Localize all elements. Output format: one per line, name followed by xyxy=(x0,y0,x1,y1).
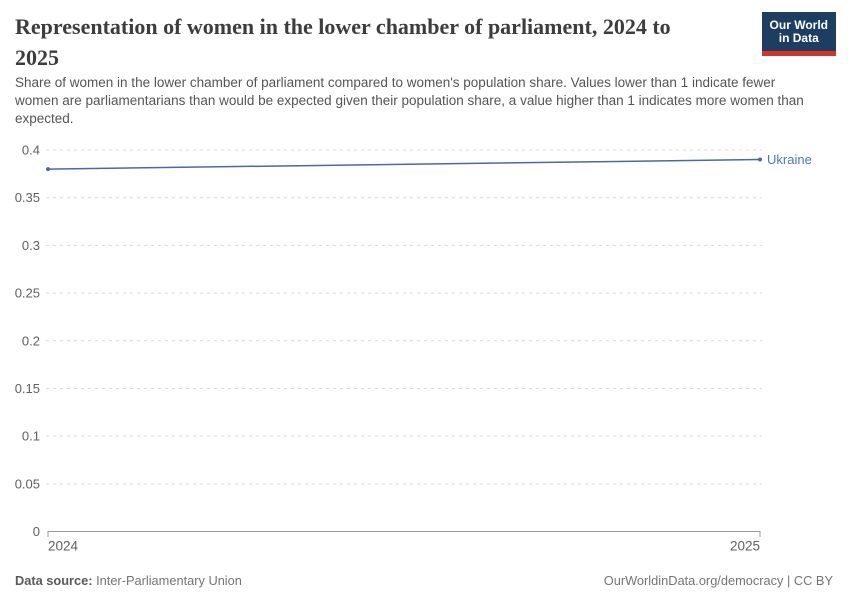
data-source-label: Data source: xyxy=(15,573,93,588)
chart-title-line-2: 2025 xyxy=(15,45,59,70)
chart-subtitle: Share of women in the lower chamber of p… xyxy=(15,75,804,126)
owid-logo-line-1: Our World xyxy=(769,18,828,32)
y-axis-tick-label: 0.1 xyxy=(22,429,40,444)
chart-title-line-1: Representation of women in the lower cha… xyxy=(15,14,671,39)
owid-logo[interactable]: Our World in Data xyxy=(761,12,836,56)
series-label-ukraine: Ukraine xyxy=(767,152,812,167)
x-axis-line xyxy=(47,531,761,537)
y-axis-tick-label: 0 xyxy=(33,524,40,539)
y-axis-tick-label: 0.35 xyxy=(15,190,40,205)
x-axis-tick-label: 2024 xyxy=(48,539,79,554)
data-source-value: Inter-Parliamentary Union xyxy=(92,573,242,588)
chart-footer: Data source: Inter-Parliamentary Union O… xyxy=(15,573,833,589)
y-axis-tick-label: 0.05 xyxy=(15,476,40,491)
y-axis-tick-label: 0.2 xyxy=(22,333,40,348)
chart-title: Representation of women in the lower cha… xyxy=(15,11,760,73)
y-axis-tick-label: 0.3 xyxy=(22,238,40,253)
x-axis-tick-label: 2025 xyxy=(730,539,760,554)
data-source-note: Data source: Inter-Parliamentary Union xyxy=(15,573,242,589)
y-axis-tick-label: 0.25 xyxy=(15,286,40,301)
data-point-marker[interactable] xyxy=(46,167,50,172)
data-point-marker[interactable] xyxy=(758,157,762,162)
y-axis-tick-label: 0.4 xyxy=(22,143,40,158)
owid-logo-line-2: in Data xyxy=(778,31,819,45)
y-axis-tick-label: 0.15 xyxy=(15,381,40,396)
owid-url-license[interactable]: OurWorldinData.org/democracy | CC BY xyxy=(603,573,833,588)
ukraine-line-series[interactable] xyxy=(47,158,761,170)
